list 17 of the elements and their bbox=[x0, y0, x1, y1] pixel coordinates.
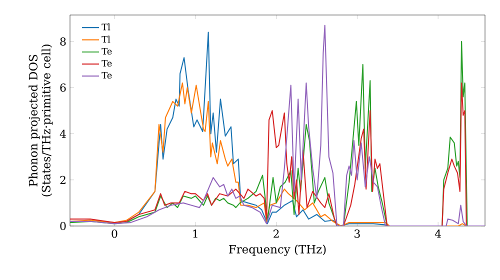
x-tick-label: 1 bbox=[193, 230, 198, 238]
legend-label: Te bbox=[102, 48, 112, 55]
legend-label: Tl bbox=[102, 23, 110, 30]
legend-label: Tl bbox=[102, 36, 110, 43]
y-axis-title: Phonon projected DOS (States/THz·primitive cell) bbox=[28, 44, 53, 196]
x-axis-title: Frequency (THz) bbox=[229, 244, 326, 256]
y-tick-label: 0 bbox=[60, 222, 66, 230]
y-tick-label: 6 bbox=[60, 84, 66, 92]
legend-label: Te bbox=[102, 60, 112, 67]
x-tick-label: 0 bbox=[112, 230, 118, 238]
y-tick-label: 4 bbox=[60, 130, 66, 138]
legend-label: Te bbox=[102, 72, 112, 79]
y-tick-label: 2 bbox=[60, 176, 66, 184]
x-tick-label: 4 bbox=[434, 230, 442, 238]
y-tick-label: 8 bbox=[60, 37, 66, 46]
x-tick-label: 2 bbox=[274, 230, 279, 238]
x-tick-label: 3 bbox=[354, 230, 360, 238]
